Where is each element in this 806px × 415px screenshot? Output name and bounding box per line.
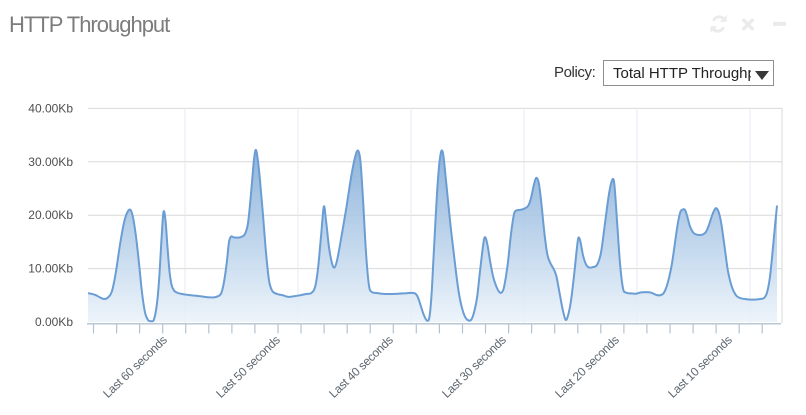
svg-text:30.00Kb: 30.00Kb bbox=[28, 155, 73, 169]
svg-text:20.00Kb: 20.00Kb bbox=[28, 208, 73, 222]
svg-text:0.00Kb: 0.00Kb bbox=[35, 315, 73, 329]
svg-text:40.00Kb: 40.00Kb bbox=[28, 101, 73, 115]
svg-text:10.00Kb: 10.00Kb bbox=[28, 262, 73, 276]
